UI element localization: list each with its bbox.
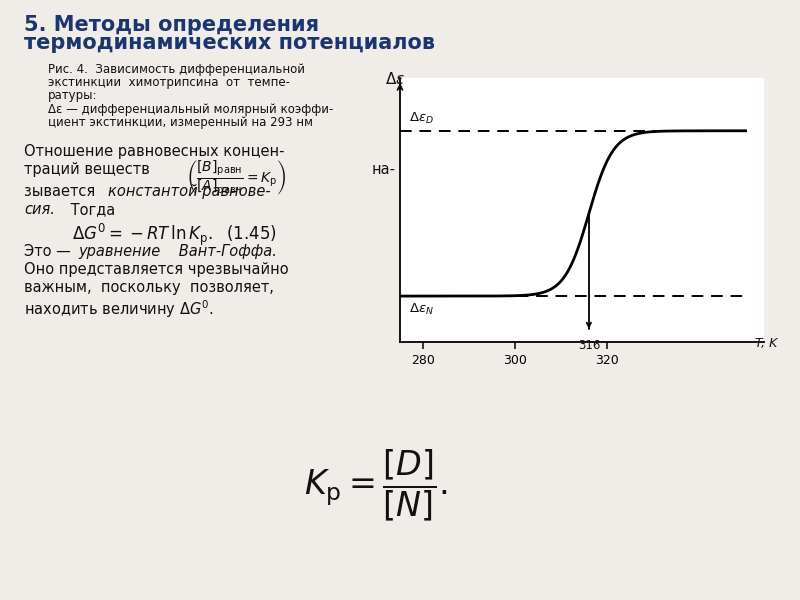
Text: циент экстинкции, измеренный на 293 нм: циент экстинкции, измеренный на 293 нм — [48, 116, 313, 129]
Text: ратуры:: ратуры: — [48, 89, 98, 103]
Text: Тогда: Тогда — [66, 202, 115, 217]
Text: термодинамических потенциалов: термодинамических потенциалов — [24, 33, 435, 53]
Text: 5. Методы определения: 5. Методы определения — [24, 15, 319, 35]
Text: $K_{\mathregular{p}} = \dfrac{[D]}{[N]}.$: $K_{\mathregular{p}} = \dfrac{[D]}{[N]}.… — [304, 447, 448, 523]
Text: сия.: сия. — [24, 202, 55, 217]
Text: 316: 316 — [578, 338, 600, 352]
Text: Δε — дифференциальный молярный коэффи-: Δε — дифференциальный молярный коэффи- — [48, 103, 334, 116]
Text: $\Delta\varepsilon_D$: $\Delta\varepsilon_D$ — [410, 111, 434, 126]
Text: T, K: T, K — [754, 337, 777, 350]
Text: $\Delta\varepsilon_N$: $\Delta\varepsilon_N$ — [410, 302, 434, 317]
Text: зывается: зывается — [24, 184, 100, 199]
Text: Оно представляется чрезвычайно: Оно представляется чрезвычайно — [24, 262, 289, 277]
Text: константой равнове-: константой равнове- — [108, 184, 270, 199]
Text: Это —: Это — — [24, 244, 75, 259]
Text: Отношение равновесных концен-: Отношение равновесных концен- — [24, 144, 285, 159]
Text: $\Delta\varepsilon$: $\Delta\varepsilon$ — [386, 71, 406, 87]
Text: экстинкции  химотрипсина  от  темпе-: экстинкции химотрипсина от темпе- — [48, 76, 290, 89]
Text: $K_{\mathregular{p}},$: $K_{\mathregular{p}},$ — [690, 280, 711, 301]
Text: находить величину $\Delta G^0$.: находить величину $\Delta G^0$. — [24, 298, 214, 320]
Text: важным,  поскольку  позволяет,: важным, поскольку позволяет, — [24, 280, 274, 295]
Text: Рис. 4.  Зависимость дифференциальной: Рис. 4. Зависимость дифференциальной — [48, 63, 305, 76]
Text: измеряя  экспериментально: измеряя экспериментально — [412, 280, 632, 295]
Text: $\Delta G^0 = -RT\,\ln K_{\mathregular{p}}.$  (1.45): $\Delta G^0 = -RT\,\ln K_{\mathregular{p… — [72, 222, 277, 248]
Text: траций веществ: траций веществ — [24, 162, 150, 177]
Text: $\left(\dfrac{[B]_{\mathregular{равн}}}{[A]_{\mathregular{равн}}} = K_{\mathregu: $\left(\dfrac{[B]_{\mathregular{равн}}}{… — [186, 159, 286, 198]
Text: уравнение    Вант-Гоффа.: уравнение Вант-Гоффа. — [78, 244, 278, 259]
Text: на-: на- — [372, 162, 396, 177]
